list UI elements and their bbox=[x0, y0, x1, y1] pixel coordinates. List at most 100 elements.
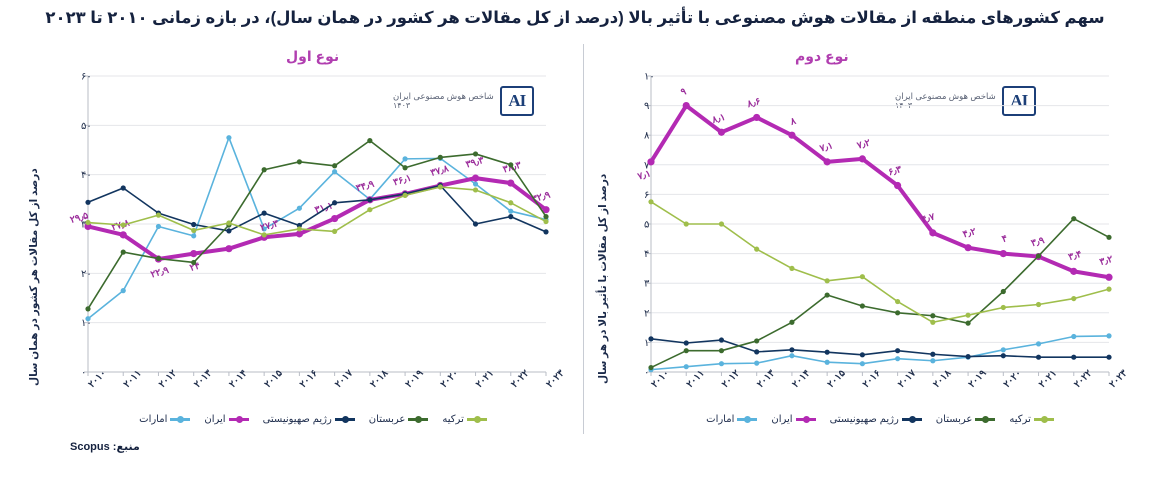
data-point-iran bbox=[1105, 273, 1113, 281]
data-point-iran bbox=[717, 128, 726, 136]
data-point-zionist_regime bbox=[367, 197, 373, 203]
x-tick-label: ۲۰۱۵ bbox=[262, 367, 285, 390]
data-point-uae bbox=[859, 361, 865, 367]
data-point-saudi bbox=[965, 320, 971, 326]
x-tick-label: ۲۰۱۲ bbox=[157, 367, 180, 390]
data-point-iran bbox=[999, 250, 1007, 258]
data-point-iran bbox=[647, 158, 655, 166]
data-point-iran bbox=[1070, 267, 1078, 275]
source-note: منبع: Scopus bbox=[70, 441, 140, 453]
legend-label-turkey: ترکیه bbox=[1009, 414, 1031, 425]
x-tick-label: ۲۰۱۳ bbox=[192, 367, 215, 390]
legend-item-uae[interactable]: امارات bbox=[706, 414, 758, 425]
data-point-zionist_regime bbox=[1035, 354, 1042, 360]
legend-item-zionist_regime[interactable]: رژیم صهیونیستی bbox=[263, 414, 355, 425]
data-point-zionist_regime bbox=[754, 349, 760, 355]
legend-item-turkey[interactable]: ترکیه bbox=[1009, 414, 1054, 425]
legend-left: ترکیه عربستان رژیم صهیونیستی ایران امارات bbox=[78, 414, 548, 425]
data-point-saudi bbox=[296, 159, 302, 165]
data-point-zionist_regime bbox=[120, 185, 126, 191]
data-point-turkey bbox=[859, 274, 865, 280]
data-point-zionist_regime bbox=[683, 340, 689, 346]
data-label-iran: ۴٫۲ bbox=[961, 226, 978, 240]
legend-item-iran[interactable]: ایران bbox=[771, 414, 816, 425]
legend-swatch-uae bbox=[737, 416, 758, 422]
data-point-zionist_regime bbox=[1000, 353, 1006, 359]
data-point-turkey bbox=[824, 278, 830, 284]
plot-area-left: ۰۱۰۲۰۳۰۴۰۵۰۶۰۲۰۱۰۲۰۱۱۲۰۱۲۲۰۱۳۲۰۱۴۲۰۱۵۲۰۱… bbox=[54, 66, 567, 406]
data-point-turkey bbox=[367, 207, 373, 213]
legend-label-zionist_regime: رژیم صهیونیستی bbox=[829, 414, 899, 425]
data-point-uae bbox=[155, 223, 162, 230]
chart-title-type-one: نوع اول bbox=[286, 48, 340, 64]
data-point-zionist_regime bbox=[472, 221, 479, 227]
data-point-iran bbox=[753, 113, 761, 122]
data-label-iran: ۹ bbox=[680, 86, 689, 98]
data-point-uae bbox=[1000, 347, 1006, 353]
data-point-iran bbox=[331, 214, 339, 223]
x-tick-label: ۲۰۱۲ bbox=[720, 367, 743, 390]
data-label-iran: ۷٫۱ bbox=[635, 168, 652, 183]
legend-label-iran: ایران bbox=[771, 414, 793, 425]
ai-logo-icon: AI bbox=[499, 86, 534, 116]
data-point-uae bbox=[402, 156, 408, 162]
x-tick-label: ۲۰۱۸ bbox=[931, 367, 954, 390]
data-point-zionist_regime bbox=[718, 337, 725, 343]
y-tick-label: ۹ bbox=[644, 101, 649, 112]
legend-item-iran[interactable]: ایران bbox=[204, 414, 249, 425]
data-label-iran: ۲۲٫۹ bbox=[149, 265, 171, 281]
legend-label-saudi: عربستان bbox=[935, 414, 973, 425]
watermark-year: ۱۴۰۳ bbox=[393, 101, 411, 111]
data-point-uae bbox=[508, 208, 514, 214]
data-point-iran bbox=[119, 231, 127, 239]
y-tick-label: ۷ bbox=[644, 160, 650, 171]
data-label-iran: ۳٫۴ bbox=[1067, 249, 1083, 263]
data-point-iran bbox=[84, 222, 92, 231]
legend-item-saudi[interactable]: عربستان bbox=[369, 414, 429, 425]
data-label-iran: ۶٫۳ bbox=[887, 164, 904, 178]
data-label-iran: ۷٫۲ bbox=[855, 137, 873, 152]
x-tick-label: ۲۰۱۷ bbox=[333, 367, 356, 390]
data-point-uae bbox=[226, 135, 232, 141]
x-tick-label: ۲۰۱۶ bbox=[861, 368, 883, 390]
data-point-turkey bbox=[930, 319, 936, 325]
legend-swatch-saudi bbox=[408, 416, 429, 422]
data-point-iran bbox=[471, 174, 480, 182]
data-point-turkey bbox=[754, 246, 760, 252]
data-point-iran bbox=[295, 230, 303, 238]
data-label-iran: ۴ bbox=[1001, 233, 1009, 245]
legend-label-saudi: عربستان bbox=[368, 414, 406, 425]
x-tick-label: ۲۰۲۰ bbox=[439, 368, 461, 390]
data-point-uae bbox=[332, 169, 338, 175]
legend-item-zionist_regime[interactable]: رژیم صهیونیستی bbox=[830, 414, 922, 425]
legend-item-uae[interactable]: امارات bbox=[139, 414, 191, 425]
x-tick-label: ۲۰۲۳ bbox=[544, 367, 567, 390]
series-line-saudi bbox=[87, 139, 547, 310]
chart-panel-type-one: نوع اول AI شاخص هوش مصنوعی ایران ۱۴۰۳ در… bbox=[18, 44, 578, 444]
data-point-turkey bbox=[683, 221, 689, 227]
data-point-saudi bbox=[1071, 216, 1077, 222]
data-point-turkey bbox=[1106, 286, 1112, 292]
data-point-uae bbox=[120, 288, 126, 294]
data-point-turkey bbox=[895, 298, 901, 305]
data-point-iran bbox=[788, 131, 796, 139]
x-tick-label: ۲۰۱۰ bbox=[86, 368, 108, 390]
x-tick-label: ۲۰۲۰ bbox=[1002, 368, 1024, 390]
series-line-turkey bbox=[650, 201, 1110, 324]
y-tick-label: ۱۰ bbox=[644, 72, 655, 83]
data-point-turkey bbox=[789, 265, 795, 271]
legend-label-zionist_regime: رژیم صهیونیستی bbox=[262, 414, 332, 425]
series-line-iran bbox=[649, 103, 1111, 280]
data-point-zionist_regime bbox=[930, 351, 936, 357]
data-point-iran bbox=[858, 155, 866, 163]
data-point-uae bbox=[1035, 341, 1042, 347]
y-axis-label-left: درصد از کل مقالات هر کشور در همان سال bbox=[28, 168, 40, 386]
legend-item-turkey[interactable]: ترکیه bbox=[442, 414, 487, 425]
data-point-zionist_regime bbox=[859, 352, 865, 358]
data-label-iran: ۳٫۹ bbox=[1030, 235, 1047, 249]
data-point-saudi bbox=[332, 163, 338, 169]
data-point-zionist_regime bbox=[648, 336, 654, 342]
data-point-iran bbox=[894, 181, 902, 190]
legend-item-saudi[interactable]: عربستان bbox=[936, 414, 996, 425]
